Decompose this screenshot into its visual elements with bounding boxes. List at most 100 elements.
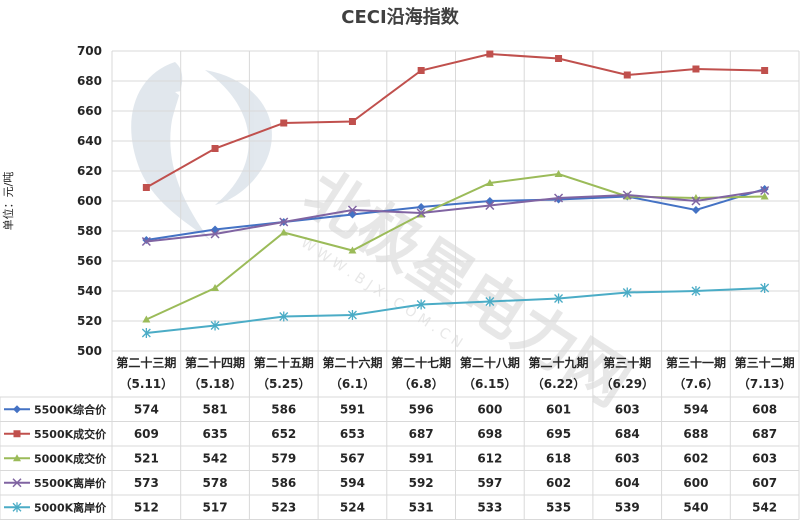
table-cell-value: 579 xyxy=(271,451,296,465)
x-tick-date-label: （6.8） xyxy=(399,376,444,391)
point-marker xyxy=(142,236,151,244)
table-cell-value: 597 xyxy=(477,476,502,490)
point-marker xyxy=(760,192,769,200)
legend-entry: 5500K综合价 xyxy=(4,402,107,416)
marker-stroke xyxy=(12,478,22,488)
table-cell-value: 688 xyxy=(683,427,708,441)
table-cell-value: 612 xyxy=(477,451,502,465)
marker-stroke xyxy=(210,229,220,239)
point-marker xyxy=(485,179,494,186)
point-marker xyxy=(279,228,288,236)
table-cell-value: 652 xyxy=(271,427,296,441)
x-tick-date-label: （6.1） xyxy=(330,376,375,391)
point-marker xyxy=(622,190,632,200)
legend-label: 5000K成交价 xyxy=(34,451,107,465)
point-marker xyxy=(417,67,425,74)
x-tick-label: 第二十六期 xyxy=(322,355,382,370)
x-tick-label: 第三十一期 xyxy=(666,355,726,370)
series-line xyxy=(146,188,765,241)
series-line xyxy=(146,189,765,243)
legend-entry: 5500K成交价 xyxy=(4,427,107,441)
series-line xyxy=(145,52,765,189)
x-tick-date-label: （6.29） xyxy=(600,376,654,391)
x-tick-label: 第三十期 xyxy=(603,355,651,370)
point-marker xyxy=(761,67,769,74)
y-tick-label: 540 xyxy=(77,284,102,298)
table-cell-value: 687 xyxy=(409,427,434,441)
table-cell-value: 531 xyxy=(409,500,434,514)
point-marker xyxy=(760,283,770,293)
table-cell-value: 512 xyxy=(134,500,159,514)
point-marker xyxy=(142,315,151,323)
point-marker xyxy=(13,430,21,438)
table-cell-value: 607 xyxy=(752,476,777,490)
table-cell-value: 578 xyxy=(203,476,228,490)
x-tick-date-label: （7.6） xyxy=(673,376,718,391)
legend-label: 5500K离岸价 xyxy=(34,476,107,490)
table-cell-value: 517 xyxy=(203,500,228,514)
point-marker xyxy=(279,311,289,322)
y-tick-label: 660 xyxy=(77,104,102,118)
x-tick-label: 第二十九期 xyxy=(529,355,589,370)
point-marker xyxy=(486,50,494,58)
marker-stroke xyxy=(622,190,632,200)
y-tick-label: 500 xyxy=(77,344,102,358)
point-marker xyxy=(691,196,701,206)
table-cell-value: 601 xyxy=(546,402,571,416)
table-cell-value: 603 xyxy=(615,402,640,416)
point-marker xyxy=(279,217,289,227)
table-cell-value: 586 xyxy=(271,402,296,416)
point-marker xyxy=(347,310,357,320)
x-tick-label: 第二十三期 xyxy=(116,355,176,370)
table-cell-value: 586 xyxy=(271,476,296,490)
series-5500K离岸价 xyxy=(141,185,770,247)
point-marker xyxy=(12,502,22,513)
point-marker xyxy=(141,328,151,338)
point-marker xyxy=(554,170,563,177)
point-marker xyxy=(623,71,631,79)
point-marker xyxy=(760,185,770,196)
legend-entry: 5500K离岸价 xyxy=(4,476,107,490)
data-table: 第二十三期 （5.11） 第二十四期 （5.18） 第二十五期 （5.25） 第二十六期 （6… xyxy=(0,355,799,520)
y-tick-label: 600 xyxy=(77,194,102,208)
marker-stroke xyxy=(554,193,564,203)
table-cell-value: 567 xyxy=(340,451,365,465)
point-marker xyxy=(485,296,495,307)
y-tick-label: 680 xyxy=(77,74,102,88)
table-cell-value: 603 xyxy=(615,451,640,465)
legend-entry: 5000K离岸价 xyxy=(4,500,107,514)
series-lines xyxy=(141,50,770,338)
point-marker xyxy=(13,405,21,414)
y-tick-label: 580 xyxy=(77,224,102,238)
x-tick-label: 第二十五期 xyxy=(254,355,314,370)
table-cell-value: 600 xyxy=(683,476,708,490)
table-cell-value: 594 xyxy=(683,402,708,416)
table-cell-value: 521 xyxy=(134,451,159,465)
table-cell-value: 618 xyxy=(546,451,571,465)
x-tick-date-label: （5.11） xyxy=(120,376,174,391)
table-cell-value: 608 xyxy=(752,402,777,416)
point-marker xyxy=(141,236,151,247)
point-marker xyxy=(622,287,632,298)
x-tick-date-label: （7.13） xyxy=(738,376,792,391)
table-cell-value: 539 xyxy=(615,500,640,514)
point-marker xyxy=(13,454,21,462)
x-tick-date-label: （6.22） xyxy=(532,376,586,391)
table-cell-value: 684 xyxy=(615,427,640,441)
y-tick-label: 520 xyxy=(77,314,102,328)
point-marker xyxy=(142,184,150,191)
table-cell-value: 535 xyxy=(546,500,571,514)
series-5500K成交价 xyxy=(142,50,769,191)
table-cell-value: 542 xyxy=(203,451,228,465)
marker-stroke xyxy=(760,185,770,196)
table-cell-value: 653 xyxy=(340,427,365,441)
legend-entry: 5000K成交价 xyxy=(4,451,107,465)
table-cell-value: 695 xyxy=(546,427,571,441)
point-marker xyxy=(280,119,288,127)
legend-label: 5500K综合价 xyxy=(34,402,107,416)
point-marker xyxy=(12,478,22,488)
table-cell-value: 602 xyxy=(683,451,708,465)
point-marker xyxy=(211,225,220,234)
table-cell-value: 687 xyxy=(752,427,777,441)
